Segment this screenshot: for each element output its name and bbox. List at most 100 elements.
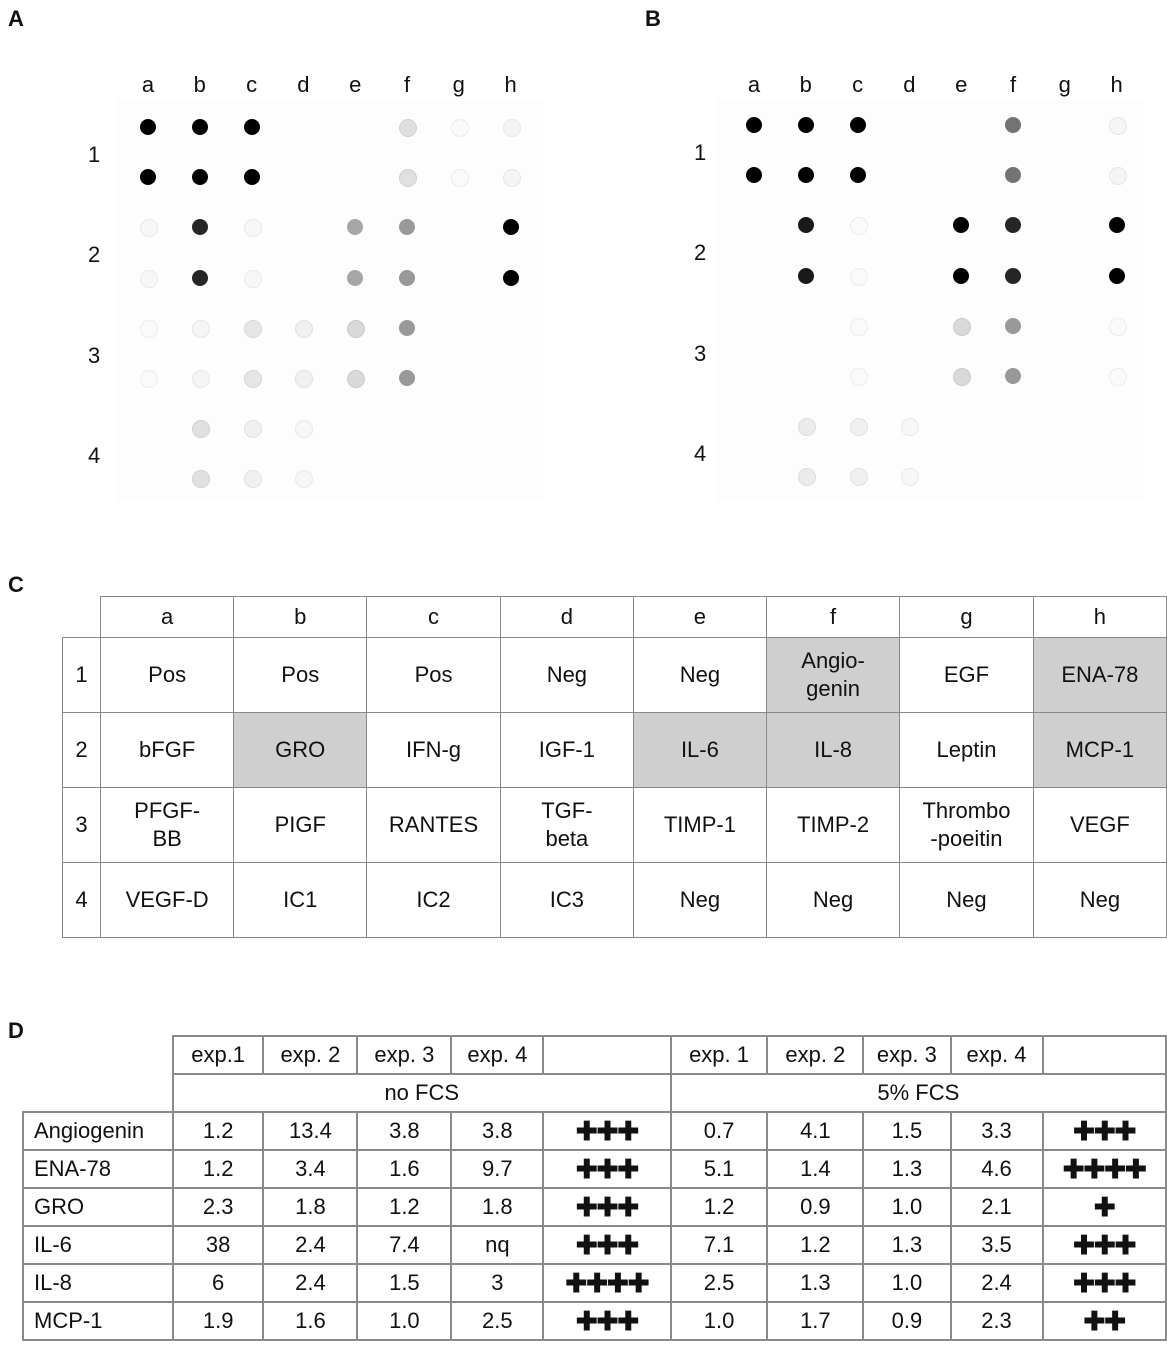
blot-row-label: 3 <box>88 342 101 368</box>
value-cell: 5.1 <box>669 1149 769 1189</box>
value-cell: 1.0 <box>862 1187 952 1227</box>
score-cell: ✚ <box>1041 1187 1167 1227</box>
blot-spot <box>191 470 210 489</box>
blot-spot <box>1005 217 1021 234</box>
value-cell: 7.1 <box>669 1225 769 1265</box>
analyte-name: IC3 <box>549 886 584 912</box>
table-row: 4 VEGF-D IC1 IC2 IC3 Neg Neg Neg Neg <box>61 861 1167 938</box>
blot-spot <box>849 418 868 437</box>
row-number: 1 <box>61 636 102 713</box>
row-number: 4 <box>61 861 102 938</box>
analyte-name: MCP-1 <box>22 1301 174 1341</box>
value-cell: 2.3 <box>171 1187 265 1227</box>
value-cell: 3.3 <box>949 1111 1044 1151</box>
analyte-name: Neg <box>546 661 588 687</box>
panel-label-c: C <box>8 572 24 597</box>
analyte-cell: Leptin <box>899 711 1034 788</box>
blot-spot <box>849 217 868 236</box>
analyte-cell: GRO <box>233 711 368 788</box>
blot-spot <box>797 418 816 437</box>
blot-spot <box>797 117 814 133</box>
table-row: IL-8 6 2.4 1.5 3 ✚✚✚✚ 2.5 1.3 1.0 2.4 ✚✚✚ <box>22 1263 1167 1303</box>
analyte-name: IGF-1 <box>538 736 595 762</box>
value-cell: 6 <box>171 1263 265 1303</box>
blot-spot <box>1005 368 1021 384</box>
value-cell: 1.5 <box>862 1111 952 1151</box>
blot-spot <box>746 117 762 133</box>
blot-membrane <box>716 98 1145 502</box>
blot-column-label: e <box>955 72 968 97</box>
score-cell: ✚✚✚ <box>542 1111 672 1151</box>
panel-label-b: B <box>645 6 661 31</box>
row-number: 3 <box>61 786 102 863</box>
value-cell: 4.6 <box>949 1149 1044 1189</box>
column-header: a <box>100 596 235 638</box>
value-cell: 3.5 <box>949 1225 1044 1265</box>
exp-header <box>1041 1035 1167 1075</box>
analyte-name: Neg <box>946 886 987 912</box>
exp-header: exp. 1 <box>669 1035 769 1075</box>
blot-spot <box>797 167 814 184</box>
row-number: 2 <box>61 711 102 788</box>
score-cell: ✚✚ <box>1041 1301 1167 1341</box>
table-row: IL-6 38 2.4 7.4 nq ✚✚✚ 7.1 1.2 1.3 3.5 ✚✚✚ <box>22 1225 1167 1265</box>
value-cell: 2.5 <box>450 1301 545 1341</box>
table-row: GRO 2.3 1.8 1.2 1.8 ✚✚✚ 1.2 0.9 1.0 2.1 ✚ <box>22 1187 1167 1227</box>
blot-spot <box>191 370 210 388</box>
blot-row-label: 4 <box>694 441 707 467</box>
analyte-name: IC1 <box>283 886 318 912</box>
analyte-cell: TIMP-2 <box>765 786 901 863</box>
blot-spot <box>347 219 364 236</box>
column-header: c <box>366 596 501 638</box>
blot-spot <box>243 219 262 238</box>
table-row: 2 bFGF GRO IFN-g IGF-1 IL-6 IL-8 Leptin MCP-1 <box>61 711 1167 788</box>
value-cell: 1.3 <box>766 1263 865 1303</box>
value-cell: 0.7 <box>669 1111 769 1151</box>
blot-column-label: g <box>1058 72 1071 97</box>
value-cell: 2.1 <box>949 1187 1044 1227</box>
blot-membrane <box>115 98 545 502</box>
group-header-5-fcs: 5% FCS <box>669 1073 1167 1113</box>
value-cell: 3 <box>450 1263 545 1303</box>
exp-header: exp. 2 <box>262 1035 359 1075</box>
value-cell: 1.9 <box>171 1301 265 1341</box>
analyte-cell: Thrombo -poeitin <box>899 786 1034 863</box>
blot-spot <box>502 169 521 188</box>
blot-spot <box>746 167 762 184</box>
blot-row-label: 4 <box>88 443 101 469</box>
analyte-name: Leptin <box>936 736 997 762</box>
analyte-name: Pos <box>281 661 320 687</box>
blot-column-label: b <box>799 72 812 97</box>
analyte-name: EGF <box>943 661 990 687</box>
blot-spot <box>191 420 210 439</box>
analyte-name: Pos <box>148 661 187 687</box>
analyte-name: VEGF-D <box>125 886 209 912</box>
column-header: g <box>899 596 1034 638</box>
blot-spot <box>849 317 868 336</box>
table-row: 3 PFGF- BB PIGF RANTES TGF-beta TIMP-1 TIMP-2 Th… <box>61 786 1167 863</box>
blot-spot <box>243 470 262 489</box>
blot-spot <box>243 319 262 338</box>
blot-spot <box>191 319 210 338</box>
score-cell: ✚✚✚ <box>542 1225 672 1265</box>
score-cell: ✚✚✚✚ <box>542 1263 672 1303</box>
analyte-cell: IC3 <box>499 861 634 938</box>
analyte-cell: PIGF <box>233 786 368 863</box>
analyte-cell: VEGF <box>1032 786 1167 863</box>
analyte-name: ENA-78 <box>22 1149 174 1189</box>
blot-spot <box>191 119 208 135</box>
blot-spot <box>140 370 158 388</box>
analyte-cell: Pos <box>233 636 368 713</box>
blot-spot <box>797 217 814 234</box>
blot-spot <box>1108 117 1127 135</box>
value-cell: 2.4 <box>949 1263 1044 1303</box>
analyte-cell: IL-8 <box>765 711 901 788</box>
analyte-name: ENA-78 <box>1061 661 1139 687</box>
analyte-name: IL-8 <box>814 736 853 762</box>
analyte-name: GRO <box>22 1187 174 1227</box>
value-cell: 1.0 <box>356 1301 453 1341</box>
value-cell: 1.6 <box>262 1301 359 1341</box>
blot-spot <box>502 219 519 236</box>
blot-spot <box>1108 217 1125 234</box>
blot-row-label: 2 <box>694 240 707 266</box>
